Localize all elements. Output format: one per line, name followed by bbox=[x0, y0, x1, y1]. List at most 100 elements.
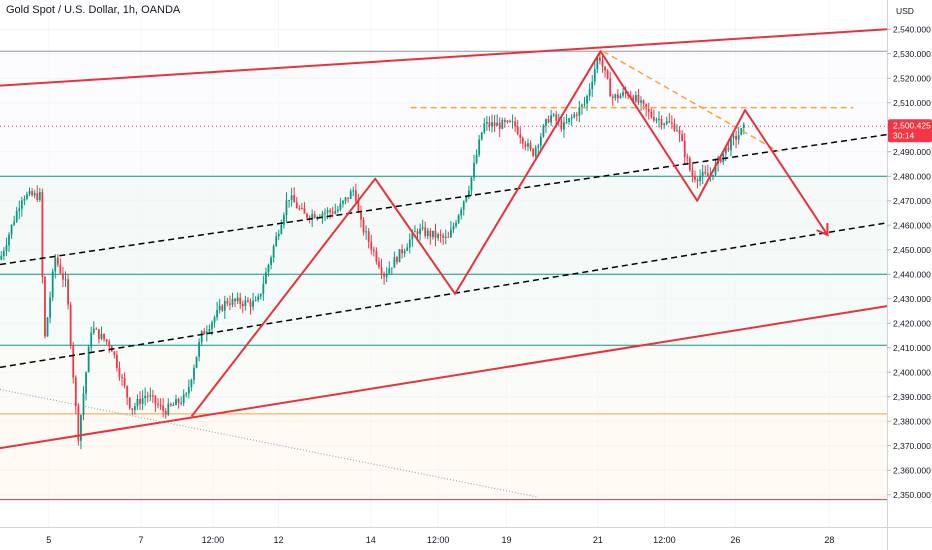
projection-pattern bbox=[190, 50, 829, 417]
candle-body bbox=[527, 143, 529, 147]
candle-body bbox=[339, 203, 342, 210]
candle-body bbox=[740, 128, 743, 136]
candle-body bbox=[100, 333, 103, 339]
y-tick-label: 2,430.000 bbox=[893, 294, 931, 304]
candle-body bbox=[529, 143, 532, 149]
candle-body bbox=[56, 257, 59, 265]
candle-body bbox=[550, 115, 553, 123]
candle-body bbox=[23, 198, 26, 201]
candle-body bbox=[573, 114, 576, 118]
candle-body bbox=[694, 176, 696, 180]
candle-body bbox=[514, 121, 517, 127]
candle-body bbox=[126, 386, 129, 398]
candle-body bbox=[241, 303, 244, 307]
candle-body bbox=[185, 393, 188, 395]
candle-body bbox=[532, 148, 535, 156]
candle-body bbox=[668, 121, 671, 123]
candle-body bbox=[193, 367, 195, 380]
candle-body bbox=[357, 200, 360, 213]
candle-body bbox=[511, 121, 514, 123]
candle-body bbox=[416, 231, 419, 234]
candle-body bbox=[195, 356, 198, 368]
y-tick-label: 2,380.000 bbox=[893, 416, 931, 426]
candle-body bbox=[732, 136, 735, 139]
candle-body bbox=[77, 406, 80, 441]
candle-body bbox=[473, 162, 475, 178]
candle-body bbox=[619, 95, 622, 99]
candle-body bbox=[229, 303, 231, 305]
candle-body bbox=[519, 134, 522, 139]
candle-body bbox=[149, 395, 152, 397]
candle-body bbox=[290, 195, 293, 201]
candle-body bbox=[455, 222, 457, 227]
candle-body bbox=[144, 395, 147, 398]
candle-body bbox=[33, 193, 36, 196]
candle-body bbox=[411, 231, 414, 240]
y-tick-label: 2,510.000 bbox=[893, 98, 931, 108]
level-band bbox=[0, 345, 887, 414]
candle-body bbox=[444, 236, 447, 238]
candle-body bbox=[108, 341, 111, 347]
candle-body bbox=[308, 217, 311, 219]
candle-body bbox=[724, 147, 727, 154]
candle-body bbox=[640, 100, 642, 103]
candle-body bbox=[719, 157, 722, 163]
candle-body bbox=[26, 194, 28, 199]
candle-body bbox=[98, 329, 100, 339]
candle-body bbox=[586, 96, 588, 104]
candle-body bbox=[82, 393, 85, 416]
candle-body bbox=[267, 264, 270, 273]
candle-body bbox=[660, 118, 663, 126]
candle-body bbox=[424, 227, 427, 236]
candle-body bbox=[254, 299, 257, 301]
candle-body bbox=[406, 247, 409, 251]
candle-body bbox=[10, 224, 13, 235]
candle-body bbox=[0, 255, 3, 260]
candle-body bbox=[182, 394, 185, 403]
candle-body bbox=[280, 224, 283, 234]
candle-body bbox=[213, 317, 216, 323]
candle-body bbox=[172, 404, 175, 406]
candle-body bbox=[570, 117, 573, 119]
candle-body bbox=[480, 132, 483, 140]
candle-body bbox=[2, 250, 5, 256]
candle-body bbox=[509, 120, 511, 122]
candle-body bbox=[239, 297, 242, 304]
candle-body bbox=[560, 120, 563, 130]
candle-body bbox=[49, 297, 51, 318]
candle-body bbox=[596, 57, 599, 70]
candle-body bbox=[272, 246, 275, 258]
y-tick-label: 2,440.000 bbox=[893, 269, 931, 279]
candle-body bbox=[419, 228, 421, 234]
candle-body bbox=[146, 395, 149, 397]
candle-body bbox=[380, 267, 383, 274]
candle-body bbox=[283, 215, 285, 225]
candle-body bbox=[313, 213, 316, 218]
candle-body bbox=[470, 177, 473, 191]
candle-body bbox=[696, 179, 699, 181]
y-tick-label: 2,350.000 bbox=[893, 490, 931, 500]
candle-body bbox=[190, 379, 193, 388]
candle-body bbox=[393, 257, 396, 268]
candle-body bbox=[681, 133, 684, 141]
candle-body bbox=[673, 123, 676, 131]
candle-body bbox=[131, 408, 134, 410]
candle-body bbox=[306, 213, 308, 218]
x-tick-label: 12:00 bbox=[653, 535, 676, 545]
candle-body bbox=[591, 81, 594, 90]
candle-body bbox=[581, 104, 583, 108]
candle-body bbox=[676, 130, 678, 132]
x-tick-label: 14 bbox=[366, 535, 376, 545]
y-tick-label: 2,400.000 bbox=[893, 367, 931, 377]
candle-body bbox=[714, 163, 717, 175]
candle-body bbox=[686, 156, 689, 159]
candle-body bbox=[491, 122, 493, 127]
candle-body bbox=[735, 136, 737, 140]
candle-body bbox=[67, 279, 69, 305]
candle-body bbox=[414, 231, 416, 233]
x-tick-label: 12:00 bbox=[427, 535, 450, 545]
candle-body bbox=[437, 234, 439, 238]
candle-body bbox=[645, 103, 648, 109]
y-tick-label: 2,530.000 bbox=[893, 49, 931, 59]
